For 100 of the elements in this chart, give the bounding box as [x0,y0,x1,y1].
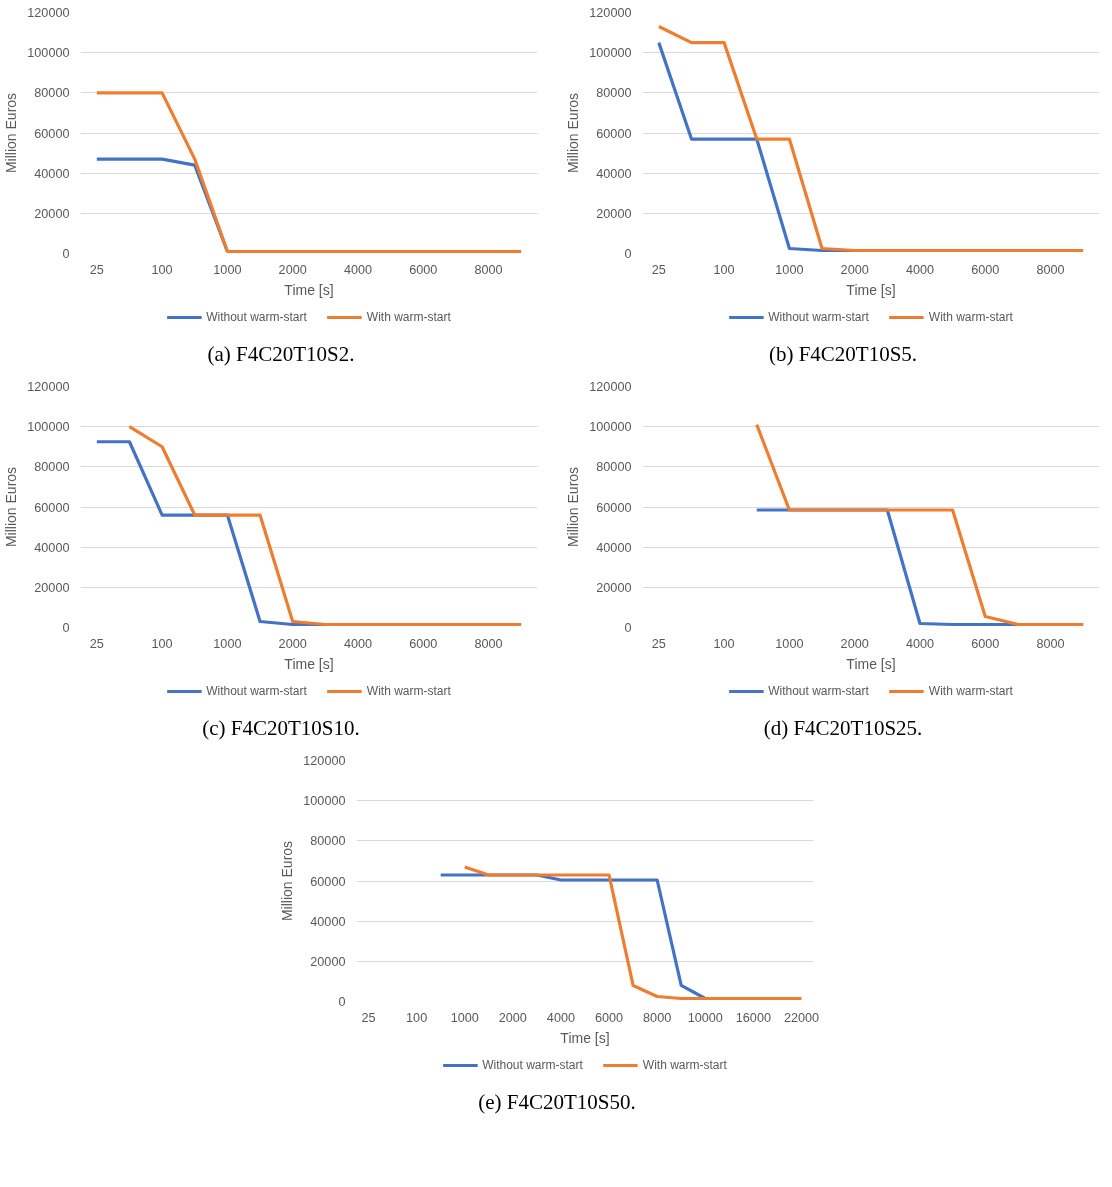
x-tick-label: 6000 [594,1010,624,1025]
y-tick-label: 0 [62,621,70,635]
x-tick-label: 8000 [643,1010,672,1025]
y-axis-title: Million Euros [565,92,582,174]
y-tick-label: 0 [624,247,632,261]
x-tick-label: 25 [651,636,666,651]
legend-label: With warm-start [366,310,451,324]
legend-label: With warm-start [928,684,1013,698]
x-axis-title: Time [s] [284,281,334,298]
y-tick-label: 120000 [27,380,70,394]
x-tick-label: 100 [713,262,735,277]
x-axis-title: Time [s] [560,1029,610,1046]
y-tick-label: 80000 [596,460,632,475]
y-tick-label: 0 [338,995,346,1009]
y-tick-label: 40000 [596,540,632,555]
y-axis-title: Million Euros [3,466,20,548]
y-tick-label: 80000 [596,86,632,101]
x-tick-label: 1000 [450,1010,479,1025]
y-tick-label: 20000 [596,206,632,221]
x-tick-label: 25 [651,262,666,277]
x-tick-label: 1000 [775,262,804,277]
x-axis-title: Time [s] [284,655,334,672]
legend-label: Without warm-start [206,684,307,698]
y-axis-title: Million Euros [3,92,20,174]
text: (d) F4C20T10S25. [763,715,923,742]
x-tick-label: 4000 [905,636,935,651]
y-tick-label: 0 [624,621,632,635]
y-tick-label: 60000 [34,500,70,515]
y-tick-label: 80000 [34,460,70,475]
text: (c) F4C20T10S10. [202,715,360,742]
y-tick-label: 120000 [303,754,346,768]
x-tick-label: 22000 [783,1010,820,1025]
y-tick-label: 120000 [27,6,70,20]
legend-label: Without warm-start [206,310,307,324]
y-tick-label: 100000 [589,420,632,435]
line-series [463,865,804,1001]
x-tick-label: 100 [713,636,735,651]
x-tick-label: 8000 [1036,262,1065,277]
x-tick-label: 8000 [474,636,503,651]
legend-label: Without warm-start [482,1058,583,1072]
line-series [127,425,523,627]
x-tick-label: 100 [151,636,173,651]
y-tick-label: 40000 [310,914,346,929]
y-tick-label: 0 [62,247,70,261]
y-tick-label: 60000 [310,874,346,889]
x-tick-label: 2000 [278,262,307,277]
x-tick-label: 1000 [213,262,242,277]
y-tick-label: 100000 [303,794,346,809]
x-tick-label: 6000 [409,636,438,651]
y-tick-label: 20000 [34,206,70,221]
text: (a) F4C20T10S2. [207,341,355,368]
text: (e) F4C20T10S50. [478,1089,636,1116]
legend-label: With warm-start [366,684,451,698]
x-tick-label: 2000 [278,636,307,651]
y-tick-label: 40000 [34,166,70,181]
x-axis-title: Time [s] [846,655,896,672]
y-axis-title: Million Euros [565,466,582,548]
x-tick-label: 25 [361,1010,376,1025]
x-tick-label: 6000 [971,636,1000,651]
x-tick-label: 100 [406,1010,428,1025]
y-tick-label: 60000 [596,126,632,141]
x-tick-label: 8000 [1036,636,1065,651]
x-tick-label: 2000 [498,1010,527,1025]
y-tick-label: 80000 [34,86,70,101]
y-tick-label: 100000 [589,46,632,61]
x-tick-label: 4000 [905,262,935,277]
text: (b) F4C20T10S5. [768,341,918,368]
x-tick-label: 100 [151,262,173,277]
x-tick-label: 4000 [546,1010,576,1025]
x-axis-title: Time [s] [846,281,896,298]
x-tick-label: 16000 [735,1010,771,1025]
y-tick-label: 100000 [27,420,70,435]
x-tick-label: 8000 [474,262,503,277]
x-tick-label: 1000 [213,636,242,651]
y-tick-label: 20000 [596,580,632,595]
legend-label: Without warm-start [768,310,869,324]
x-tick-label: 6000 [971,262,1000,277]
line-series [755,423,1085,627]
y-tick-label: 20000 [310,954,346,969]
y-axis-title: Million Euros [279,840,296,922]
x-tick-label: 2000 [840,636,869,651]
legend-label: With warm-start [928,310,1013,324]
legend-label: With warm-start [642,1058,727,1072]
x-tick-label: 1000 [775,636,804,651]
x-tick-label: 6000 [409,262,438,277]
x-tick-label: 25 [89,262,104,277]
y-tick-label: 40000 [34,540,70,555]
y-tick-label: 80000 [310,834,346,849]
line-series [657,24,1085,253]
y-tick-label: 20000 [34,580,70,595]
y-tick-label: 120000 [589,380,632,394]
x-tick-label: 2000 [840,262,869,277]
x-tick-label: 25 [89,636,104,651]
x-tick-label: 4000 [343,262,373,277]
y-tick-label: 60000 [34,126,70,141]
legend-label: Without warm-start [768,684,869,698]
x-tick-label: 10000 [687,1010,723,1025]
y-tick-label: 100000 [27,46,70,61]
y-tick-label: 120000 [589,6,632,20]
x-tick-label: 4000 [343,636,373,651]
